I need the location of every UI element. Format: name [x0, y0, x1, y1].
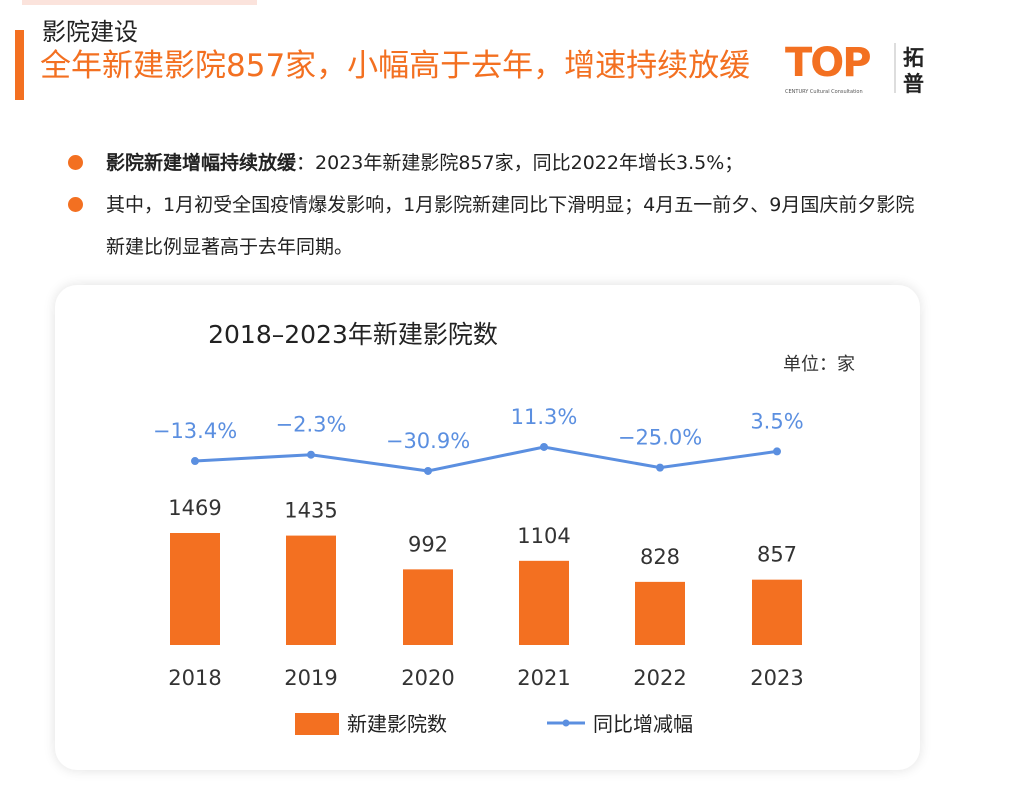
bar-value-label: 857: [757, 543, 797, 567]
svg-text:拓: 拓: [903, 46, 924, 70]
bar: [403, 569, 453, 645]
line-value-label: −2.3%: [276, 413, 347, 437]
line-value-label: 11.3%: [511, 405, 578, 429]
bullet-bold: 影院新建增幅持续放缓: [106, 152, 297, 174]
x-tick-label: 2022: [633, 666, 686, 690]
line-point: [540, 442, 548, 451]
x-tick-label: 2020: [401, 666, 454, 690]
bar: [635, 581, 685, 645]
line-value-label: −25.0%: [618, 426, 702, 450]
bar-value-label: 828: [640, 545, 680, 569]
chart-unit: 单位：家: [783, 354, 855, 375]
line-point: [307, 450, 315, 459]
logo-subtext: CENTURY Cultural Consultation: [785, 89, 863, 95]
chart-card: 2018–2023年新建影院数 单位：家 1469 2018 1435 2019 992…: [55, 285, 920, 770]
line-point: [656, 463, 664, 472]
bar: [752, 579, 802, 645]
bullet-dot: [68, 155, 83, 170]
bullet-dot: [68, 197, 83, 212]
legend-line-dot: [562, 719, 570, 727]
bar-value-label: 1469: [168, 496, 221, 520]
bar-value-label: 1435: [284, 499, 337, 523]
bar-value-label: 992: [408, 532, 448, 556]
accent-bar: [15, 30, 24, 100]
line-value-label: −30.9%: [386, 429, 470, 453]
bar: [170, 533, 220, 645]
legend-line-label: 同比增减幅: [593, 712, 693, 736]
top-logo: TOP CENTURY Cultural Consultation 拓 普: [785, 40, 924, 96]
bullet-list: 影院新建增幅持续放缓：2023年新建影院857家，同比2022年增长3.5%； …: [68, 142, 928, 268]
bullet-item: 其中，1月初受全国疫情爆发影响，1月影院新建同比下滑明显；4月五一前夕、9月国庆…: [68, 184, 928, 268]
x-tick-label: 2021: [517, 666, 570, 690]
section-title: 影院建设: [42, 18, 138, 46]
x-tick-label: 2018: [168, 666, 221, 690]
bullet-text: ：2023年新建影院857家，同比2022年增长3.5%；: [296, 152, 744, 174]
legend-bar-label: 新建影院数: [347, 712, 447, 736]
svg-text:普: 普: [903, 72, 924, 96]
chart: 2018–2023年新建影院数 单位：家 1469 2018 1435 2019 992…: [153, 320, 855, 736]
bar-value-label: 1104: [517, 524, 570, 548]
line-point: [424, 466, 432, 475]
yoy-line: [194, 445, 778, 473]
chart-title: 2018–2023年新建影院数: [208, 320, 498, 349]
bullet-item: 影院新建增幅持续放缓：2023年新建影院857家，同比2022年增长3.5%；: [68, 142, 928, 184]
line-point: [773, 447, 781, 456]
line-value-label: 3.5%: [750, 409, 803, 433]
x-tick-label: 2023: [750, 666, 803, 690]
x-tick-label: 2019: [284, 666, 337, 690]
top-decor-bar: [22, 0, 257, 5]
bar: [286, 535, 336, 645]
line-point: [191, 457, 199, 466]
headline: 全年新建影院857家，小幅高于去年，增速持续放缓: [40, 48, 751, 84]
line-value-label: −13.4%: [153, 419, 237, 443]
bar: [519, 560, 569, 645]
legend-bar-swatch: [295, 713, 339, 735]
bullet-text: 其中，1月初受全国疫情爆发影响，1月影院新建同比下滑明显；4月五一前夕、9月国庆…: [106, 194, 915, 258]
logo-text: TOP: [785, 40, 870, 86]
